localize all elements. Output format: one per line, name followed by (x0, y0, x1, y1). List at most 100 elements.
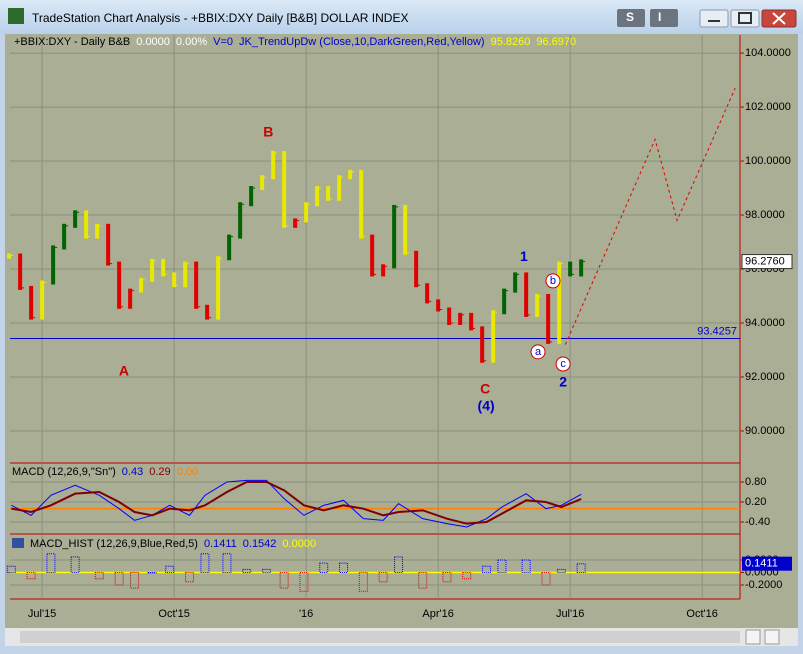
hist-bar (482, 565, 492, 573)
header-item: 0.0000 (282, 538, 316, 550)
minimize-button[interactable] (699, 9, 729, 28)
y-tick-label: 92.0000 (745, 371, 785, 383)
price-bar (271, 150, 276, 180)
header-item: 0.1411 (204, 538, 237, 550)
price-bar (524, 272, 529, 317)
price-bar (194, 261, 199, 309)
zoom-in-button[interactable] (764, 629, 780, 645)
header-item: MACD (12,26,9,"Sn") (12, 466, 116, 478)
y-tick-label: 0.80 (745, 476, 766, 488)
price-bar (95, 223, 100, 239)
hist-bar (462, 572, 472, 580)
hist-bar (200, 553, 210, 573)
price-bar (425, 283, 430, 304)
wave-label: c (560, 358, 566, 370)
header-item: V=0 (213, 36, 233, 48)
hist-bar (521, 559, 531, 573)
app-icon (8, 8, 24, 24)
hist-bar (114, 572, 124, 586)
hist-bar (319, 562, 329, 573)
y-tick-label: 104.0000 (745, 47, 791, 59)
hist-bar (497, 559, 507, 573)
price-bar (282, 150, 287, 228)
price-bar (62, 223, 67, 250)
price-bar (337, 175, 342, 201)
indicator-icon (12, 538, 24, 548)
price-bar (293, 218, 298, 228)
s-button[interactable] (617, 9, 645, 27)
price-bar (359, 169, 364, 239)
header-item: 0.00% (176, 36, 207, 48)
hist-bar (394, 556, 404, 573)
i-button-label[interactable]: I (658, 10, 661, 24)
price-bar (436, 299, 441, 312)
price-bar (546, 294, 551, 344)
y-tick-label: 100.0000 (745, 155, 791, 167)
price-bar (227, 234, 232, 261)
header-item: 95.8260 (491, 36, 531, 48)
y-tick-label: 90.0000 (745, 425, 785, 437)
y-tick-label: 98.0000 (745, 209, 785, 221)
hist-bar (442, 572, 452, 583)
wave-label: 1 (520, 248, 528, 264)
wave-circle (530, 344, 546, 360)
price-bar (117, 261, 122, 309)
price-bar (348, 169, 353, 180)
hist-bar (222, 553, 232, 573)
wave-label: A (119, 363, 129, 379)
price-bar (29, 285, 34, 320)
hist-bar (378, 572, 388, 583)
wave-label: C (480, 381, 490, 397)
x-tick-label: Oct'16 (686, 608, 717, 620)
wave-label: a (535, 346, 542, 358)
price-bar (73, 210, 78, 228)
header-item: JK_TrendUpDw (Close,10,DarkGreen,Red,Yel… (239, 36, 485, 48)
s-button-label[interactable]: S (626, 10, 634, 24)
price-bar (315, 186, 320, 207)
hist-bar (576, 563, 586, 573)
price-bar (205, 304, 210, 320)
price-bar (447, 307, 452, 325)
hist-bar (541, 572, 551, 586)
projection-line (564, 87, 736, 345)
hist-bar (358, 572, 368, 592)
indicator-line (11, 479, 582, 528)
y-tick-label: -0.2000 (745, 579, 782, 591)
price-bar (106, 223, 111, 266)
price-bar (381, 264, 386, 277)
zoom-out-button[interactable] (745, 629, 761, 645)
header-item: MACD_HIST (12,26,9,Blue,Red,5) (30, 538, 198, 550)
wave-label: (4) (478, 398, 495, 414)
hist-bar (6, 565, 16, 573)
y-tick-label: 0.20 (745, 496, 766, 508)
price-bar (139, 277, 144, 293)
i-button[interactable] (650, 9, 678, 27)
wave-circle (545, 273, 561, 289)
price-bar (469, 312, 474, 331)
indicator-line (11, 481, 582, 525)
price-bar (40, 280, 45, 320)
x-tick-label: Apr'16 (422, 608, 453, 620)
price-bar (491, 310, 496, 363)
y-tick-label: -0.40 (745, 516, 770, 528)
price-bar (568, 261, 573, 277)
price-bar (502, 288, 507, 315)
price-bar (84, 210, 89, 239)
header-item: 0.29 (149, 466, 170, 478)
hist-bar (339, 562, 349, 573)
last-value-box (742, 556, 792, 571)
close-icon (772, 12, 786, 25)
hist-bar (165, 565, 175, 573)
price-bar (392, 204, 397, 269)
hist-bar (185, 572, 195, 583)
price-bar (128, 288, 133, 309)
hist-bar (556, 568, 566, 573)
scroll-thumb[interactable] (20, 631, 740, 643)
price-bar (513, 272, 518, 293)
hist-bar (262, 568, 272, 573)
last-value-label: 0.1411 (745, 558, 778, 570)
price-bar (260, 175, 265, 191)
maximize-icon (738, 12, 752, 24)
price-bar (480, 326, 485, 363)
